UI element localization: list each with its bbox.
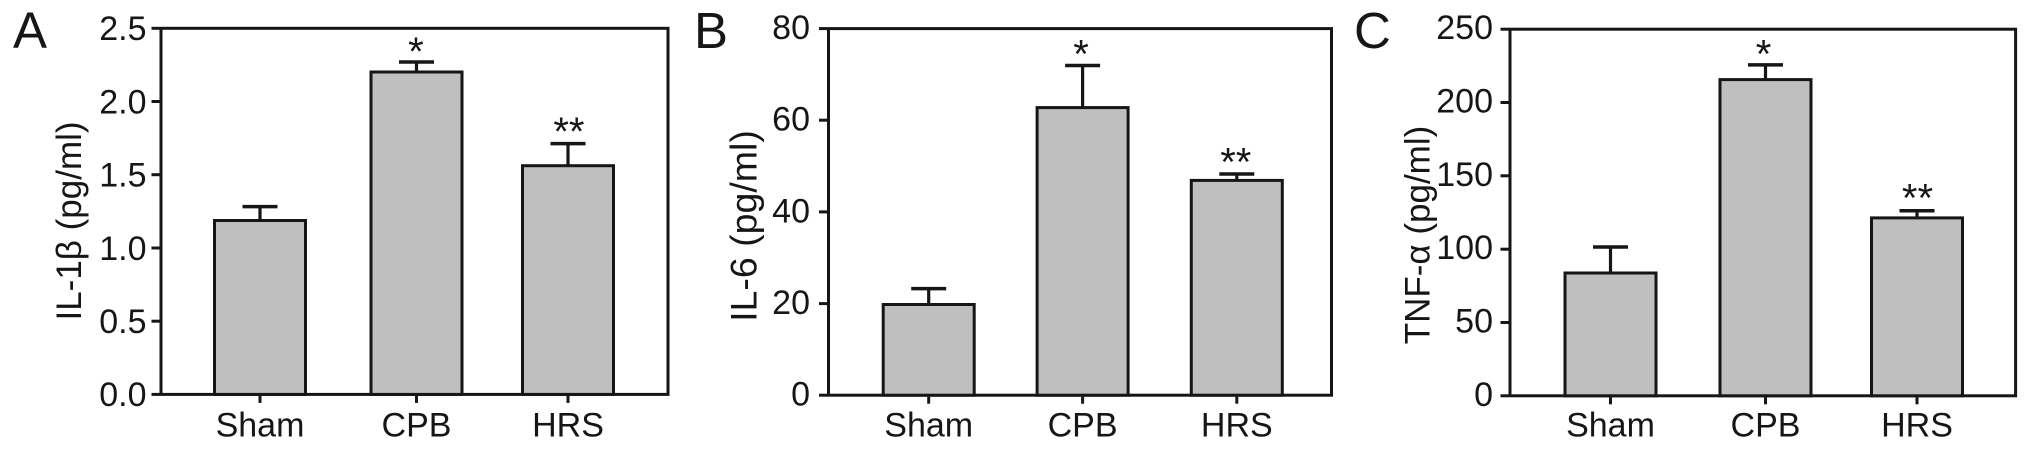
svg-text:CPB: CPB (1048, 407, 1118, 445)
svg-text:0: 0 (791, 376, 810, 414)
svg-text:0.0: 0.0 (99, 376, 146, 414)
svg-text:**: ** (1902, 177, 1933, 221)
svg-text:0: 0 (1474, 376, 1493, 414)
svg-text:IL-1β (pg/ml): IL-1β (pg/ml) (50, 121, 89, 320)
svg-text:0.5: 0.5 (99, 303, 146, 341)
svg-text:150: 150 (1436, 156, 1493, 194)
svg-text:Sham: Sham (884, 407, 973, 445)
svg-text:**: ** (1220, 141, 1251, 185)
svg-text:HRS: HRS (1201, 407, 1273, 445)
svg-text:Sham: Sham (1566, 407, 1655, 445)
svg-text:**: ** (553, 110, 584, 154)
svg-text:CPB: CPB (382, 407, 452, 445)
svg-text:A: A (13, 2, 47, 59)
svg-text:1.0: 1.0 (99, 230, 146, 268)
svg-text:HRS: HRS (1881, 407, 1953, 445)
svg-text:250: 250 (1436, 9, 1493, 47)
svg-text:IL-6 (pg/ml): IL-6 (pg/ml) (723, 130, 765, 322)
svg-text:80: 80 (772, 9, 810, 47)
svg-text:2.0: 2.0 (99, 83, 146, 121)
svg-text:60: 60 (772, 101, 810, 139)
svg-text:TNF-α (pg/ml): TNF-α (pg/ml) (1399, 126, 1438, 345)
svg-text:HRS: HRS (532, 407, 604, 445)
svg-text:20: 20 (772, 284, 810, 322)
svg-text:CPB: CPB (1731, 407, 1801, 445)
svg-text:2.5: 2.5 (99, 10, 146, 48)
svg-text:50: 50 (1455, 303, 1493, 341)
svg-text:Sham: Sham (216, 407, 305, 445)
svg-text:40: 40 (772, 192, 810, 230)
svg-text:*: * (1073, 32, 1089, 76)
svg-text:*: * (408, 30, 424, 74)
svg-text:1.5: 1.5 (99, 157, 146, 195)
svg-text:100: 100 (1436, 229, 1493, 267)
svg-text:B: B (694, 2, 728, 59)
svg-text:*: * (1756, 33, 1772, 77)
svg-text:C: C (1354, 2, 1391, 59)
svg-text:200: 200 (1436, 83, 1493, 121)
